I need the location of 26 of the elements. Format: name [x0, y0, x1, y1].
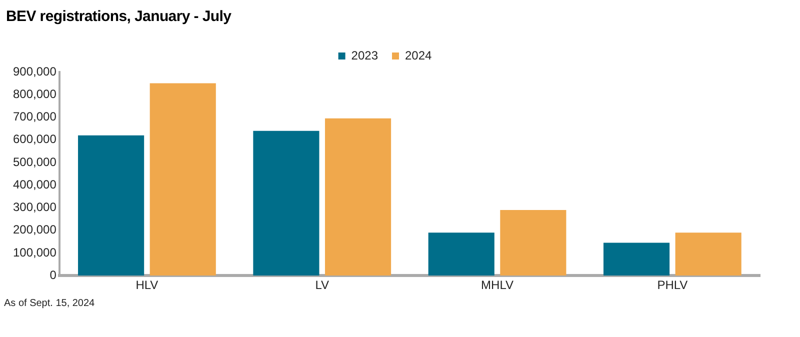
bar: [428, 232, 494, 276]
bar: [500, 210, 566, 276]
y-tick-label: 400,000: [12, 177, 57, 192]
bar: [675, 232, 742, 276]
x-tick-label: HLV: [136, 278, 158, 292]
y-tick-label: 500,000: [12, 154, 57, 169]
bar: [603, 242, 670, 276]
y-tick-label: 200,000: [12, 222, 57, 237]
bar: [150, 83, 216, 276]
y-tick-label: 900,000: [12, 64, 57, 78]
legend-label: 2024: [405, 48, 432, 62]
x-tick-label: MHLV: [481, 278, 514, 292]
y-tick-label: 100,000: [12, 245, 57, 260]
x-tick-label: LV: [315, 278, 330, 292]
y-tick-label: 800,000: [12, 86, 57, 101]
bar: [78, 135, 144, 276]
y-tick-label: 300,000: [12, 200, 57, 214]
y-tick-label: 0: [50, 268, 57, 282]
legend-label: 2023: [351, 48, 378, 62]
bar: [253, 130, 320, 276]
chart-title: BEV registrations, January - July: [6, 8, 232, 25]
y-tick-label: 600,000: [12, 132, 57, 146]
bar: [324, 118, 392, 276]
text: As of Sept. 15, 2024: [4, 298, 95, 309]
x-tick-label: PHLV: [657, 278, 688, 292]
y-tick-label: 700,000: [12, 110, 57, 124]
